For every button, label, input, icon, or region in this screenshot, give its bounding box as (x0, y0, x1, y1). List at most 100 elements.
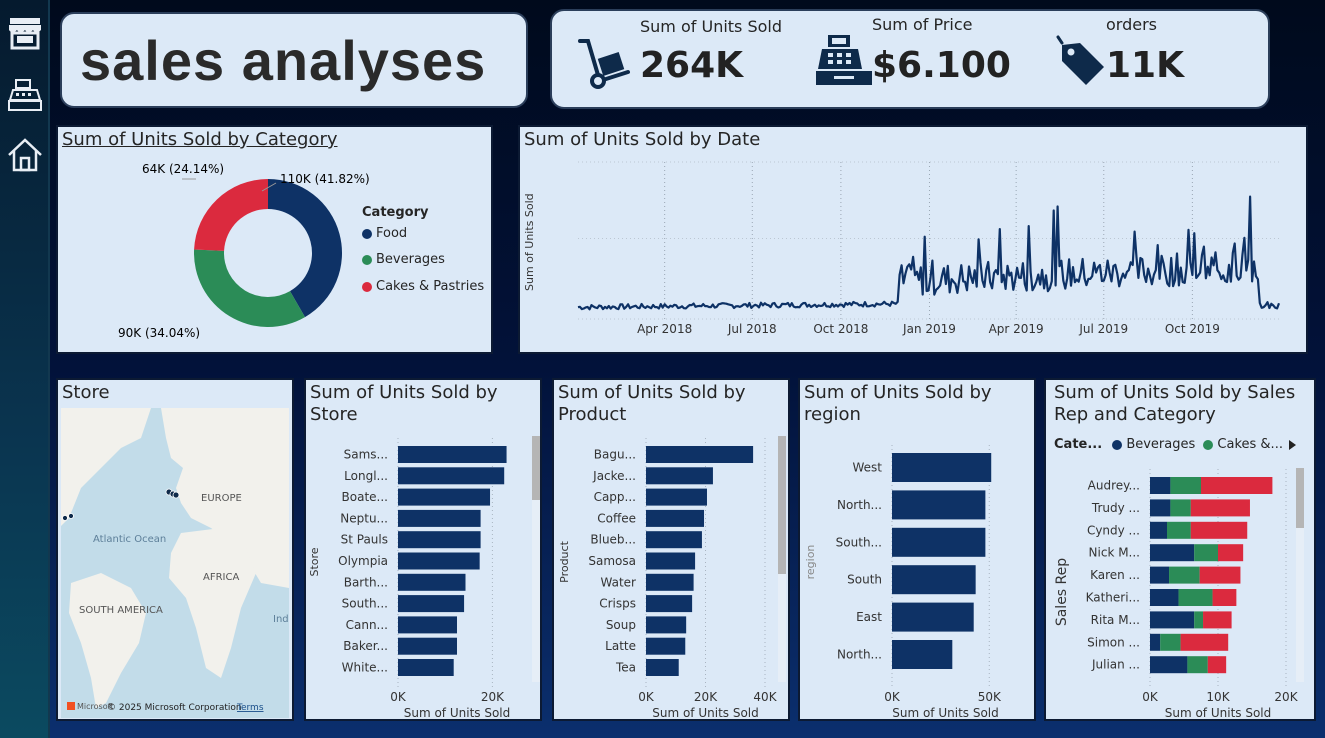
store-bar-chart[interactable]: 0K 20K Sams... Longl... Boate... Neptu... St P… (306, 380, 540, 719)
store-marker[interactable] (172, 491, 180, 499)
bar-segment[interactable] (1150, 566, 1170, 584)
donut-slice-food[interactable] (268, 179, 342, 318)
bar[interactable] (398, 531, 481, 549)
bar-segment[interactable] (1150, 633, 1161, 651)
bar-segment[interactable] (1207, 656, 1227, 674)
cash-register-icon[interactable] (6, 76, 44, 114)
region-bar-chart[interactable]: 0K 50K West North... South... South East North.… (800, 380, 1034, 719)
store-scroll-thumb[interactable] (532, 436, 540, 500)
bar-segment[interactable] (1194, 544, 1218, 562)
home-icon[interactable] (6, 136, 44, 174)
bar-segment[interactable] (1170, 499, 1191, 517)
rep-legend-title: Cate... (1054, 437, 1103, 452)
units-line-series[interactable] (577, 195, 1281, 311)
bar[interactable] (398, 616, 457, 634)
product-bars-title: Sum of Units Sold by Product (558, 382, 746, 425)
bar-segment[interactable] (1190, 521, 1248, 539)
bar-segment[interactable] (1150, 656, 1188, 674)
bar-segment[interactable] (1199, 566, 1241, 584)
leader-line (261, 182, 277, 192)
store-bars-title: Sum of Units Sold by Store (310, 382, 498, 425)
legend-item-beverages[interactable]: Beverages (362, 252, 445, 267)
bar-segment[interactable] (1160, 633, 1181, 651)
bar-segment[interactable] (1180, 633, 1229, 651)
rep-scrollbar[interactable] (1296, 468, 1304, 682)
bar[interactable] (398, 595, 465, 613)
bar[interactable] (646, 573, 694, 591)
bar-segment[interactable] (1169, 566, 1200, 584)
bar-segment[interactable] (1170, 477, 1201, 494)
store-marker[interactable] (62, 515, 68, 521)
x-tick-label: 0K (884, 690, 901, 704)
bar[interactable] (646, 637, 686, 655)
bar-segment[interactable] (1150, 589, 1179, 606)
bar[interactable] (398, 467, 505, 485)
map-terms-link[interactable]: Terms (236, 703, 264, 713)
bar-segment[interactable] (1167, 521, 1191, 539)
x-tick-label: Apr 2019 (989, 322, 1044, 336)
bar[interactable] (398, 509, 481, 527)
map-label-europe: EUROPE (201, 493, 242, 504)
bar[interactable] (892, 490, 986, 520)
bar-segment[interactable] (1178, 589, 1213, 606)
product-scroll-thumb[interactable] (778, 436, 786, 574)
bar[interactable] (646, 488, 707, 506)
bar-segment[interactable] (1201, 477, 1273, 494)
bar-segment[interactable] (1150, 544, 1195, 562)
rep-legend-beverages[interactable]: Beverages (1126, 437, 1196, 452)
rep-scroll-thumb[interactable] (1296, 468, 1304, 528)
bar-segment[interactable] (1150, 477, 1171, 494)
bar[interactable] (398, 488, 491, 506)
bar[interactable] (398, 552, 480, 570)
bar[interactable] (892, 565, 976, 595)
bar[interactable] (892, 453, 992, 482)
bar-segment[interactable] (1190, 499, 1250, 517)
category-donut-chart[interactable]: 64K (24.14%) 110K (41.82%) 90K (34.04%) (58, 127, 491, 352)
store-icon[interactable] (6, 14, 44, 52)
store-marker[interactable] (68, 513, 74, 519)
bar[interactable] (398, 637, 457, 655)
rep-legend-cakes[interactable]: Cakes &... (1217, 437, 1283, 452)
bar[interactable] (398, 573, 466, 591)
store-scrollbar[interactable] (532, 436, 540, 682)
store-map[interactable]: EUROPE Atlantic Ocean AFRICA SOUTH AMERI… (61, 408, 289, 718)
legend-item-cakes[interactable]: Cakes & Pastries (362, 279, 484, 294)
bar-segment[interactable] (1194, 611, 1204, 629)
bar[interactable] (646, 467, 713, 485)
rep-bar-chart[interactable]: 0K 10K 20K Audrey... Trudy ... Cyndy ... Nick … (1046, 380, 1314, 719)
bar[interactable] (646, 446, 754, 463)
y-category-label: North... (837, 498, 882, 512)
bar[interactable] (892, 640, 953, 669)
bar[interactable] (646, 509, 705, 527)
bar[interactable] (646, 659, 679, 676)
x-tick-label: 20K (694, 690, 718, 704)
bar[interactable] (892, 527, 986, 557)
bar[interactable] (892, 602, 974, 632)
bar[interactable] (646, 531, 702, 549)
donut-slice-cakes-pastries[interactable] (194, 179, 268, 251)
donut-slice-beverages[interactable] (194, 249, 305, 327)
bar[interactable] (398, 659, 454, 676)
region-bars-title: Sum of Units Sold by region (804, 382, 992, 425)
bar-segment[interactable] (1150, 521, 1167, 539)
bar-segment[interactable] (1212, 589, 1237, 606)
y-category-label: Nick M... (1089, 546, 1140, 560)
y-category-label: Latte (605, 639, 636, 653)
y-category-label: Tea (615, 661, 636, 675)
bar[interactable] (646, 616, 687, 634)
x-tick-label: 40K (753, 690, 777, 704)
y-category-label: Olympia (338, 554, 388, 568)
product-bar-chart[interactable]: 0K 20K 40K Bagu... Jacke... Capp... Coffee Blue… (554, 380, 788, 719)
bar[interactable] (646, 595, 693, 613)
bar-segment[interactable] (1187, 656, 1208, 674)
legend-item-food[interactable]: Food (362, 226, 407, 241)
bar-segment[interactable] (1203, 611, 1232, 629)
bar[interactable] (646, 552, 696, 570)
bar-segment[interactable] (1150, 611, 1195, 629)
date-line-chart[interactable]: Sum of Units Sold Apr 2018 Jul 2018 Oct 20… (520, 127, 1306, 352)
legend-next-arrow-icon[interactable] (1286, 438, 1298, 452)
y-category-label: Simon ... (1087, 635, 1140, 649)
bar-segment[interactable] (1150, 499, 1171, 517)
bar-segment[interactable] (1218, 544, 1244, 562)
bar[interactable] (398, 446, 507, 463)
